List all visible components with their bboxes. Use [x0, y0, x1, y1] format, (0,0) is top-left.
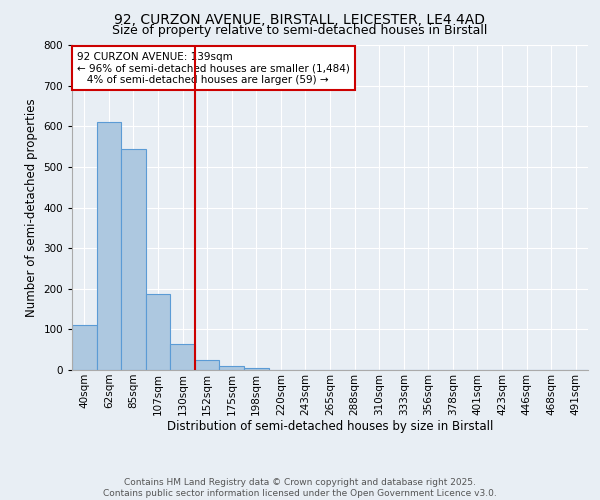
Bar	[97, 122, 121, 370]
Bar	[244, 368, 269, 370]
Text: 92 CURZON AVENUE: 139sqm
← 96% of semi-detached houses are smaller (1,484)
   4%: 92 CURZON AVENUE: 139sqm ← 96% of semi-d…	[77, 52, 350, 84]
Bar	[121, 150, 146, 370]
Y-axis label: Number of semi-detached properties: Number of semi-detached properties	[25, 98, 38, 317]
Text: Size of property relative to semi-detached houses in Birstall: Size of property relative to semi-detach…	[112, 24, 488, 37]
X-axis label: Distribution of semi-detached houses by size in Birstall: Distribution of semi-detached houses by …	[167, 420, 493, 434]
Bar	[220, 366, 244, 370]
Bar	[170, 344, 195, 370]
Text: Contains HM Land Registry data © Crown copyright and database right 2025.
Contai: Contains HM Land Registry data © Crown c…	[103, 478, 497, 498]
Bar	[72, 326, 97, 370]
Bar	[146, 294, 170, 370]
Bar	[195, 360, 220, 370]
Text: 92, CURZON AVENUE, BIRSTALL, LEICESTER, LE4 4AD: 92, CURZON AVENUE, BIRSTALL, LEICESTER, …	[115, 12, 485, 26]
